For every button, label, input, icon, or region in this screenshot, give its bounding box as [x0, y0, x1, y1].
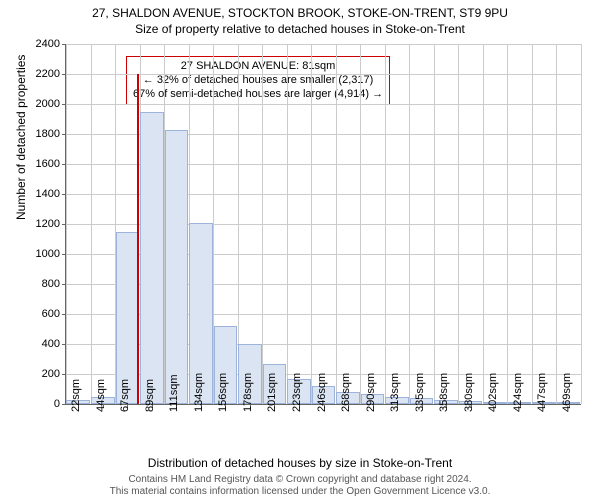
y-tick-label: 1800	[20, 128, 60, 140]
x-tick-label: 246sqm	[316, 373, 328, 412]
y-tick-label: 1400	[20, 188, 60, 200]
gridline-v	[483, 44, 484, 404]
gridline-v	[507, 44, 508, 404]
gridline-v	[556, 44, 557, 404]
x-tick-label: 424sqm	[512, 373, 524, 412]
y-tick-label: 0	[20, 398, 60, 410]
x-tick-label: 268sqm	[340, 373, 352, 412]
footer-line2: This material contains information licen…	[0, 486, 600, 498]
gridline-h	[66, 74, 581, 75]
annotation-box: 27 SHALDON AVENUE: 81sqm ← 32% of detach…	[126, 56, 390, 105]
y-tick-label: 1200	[20, 218, 60, 230]
y-tick-label: 1000	[20, 248, 60, 260]
chart-title-sub: Size of property relative to detached ho…	[0, 20, 600, 36]
x-tick-label: 134sqm	[193, 373, 205, 412]
chart-title-main: 27, SHALDON AVENUE, STOCKTON BROOK, STOK…	[0, 0, 600, 20]
gridline-v	[66, 44, 67, 404]
histogram-bar	[140, 112, 164, 405]
y-tick-mark	[62, 404, 66, 405]
gridline-v	[532, 44, 533, 404]
x-tick-label: 290sqm	[365, 373, 377, 412]
gridline-h	[66, 44, 581, 45]
x-tick-label: 178sqm	[242, 373, 254, 412]
gridline-v	[458, 44, 459, 404]
x-axis-label: Distribution of detached houses by size …	[0, 456, 600, 470]
x-tick-label: 447sqm	[536, 373, 548, 412]
x-tick-label: 201sqm	[266, 373, 278, 412]
gridline-v	[434, 44, 435, 404]
annotation-line1: 27 SHALDON AVENUE: 81sqm	[133, 60, 383, 74]
footer-line1: Contains HM Land Registry data © Crown c…	[0, 474, 600, 486]
annotation-line2: ← 32% of detached houses are smaller (2,…	[133, 74, 383, 88]
y-tick-label: 800	[20, 278, 60, 290]
x-tick-label: 44sqm	[95, 379, 107, 412]
gridline-v	[336, 44, 337, 404]
x-tick-label: 89sqm	[144, 379, 156, 412]
x-tick-label: 111sqm	[168, 374, 180, 412]
gridline-v	[385, 44, 386, 404]
y-tick-label: 2000	[20, 98, 60, 110]
plot-area: 27 SHALDON AVENUE: 81sqm ← 32% of detach…	[65, 44, 581, 405]
chart-container: 27, SHALDON AVENUE, STOCKTON BROOK, STOK…	[0, 0, 600, 500]
annotation-line3: 67% of semi-detached houses are larger (…	[133, 88, 383, 102]
x-tick-label: 22sqm	[70, 379, 82, 412]
gridline-v	[311, 44, 312, 404]
x-tick-label: 380sqm	[463, 373, 475, 412]
y-tick-label: 2200	[20, 68, 60, 80]
histogram-bar	[165, 130, 189, 405]
y-tick-label: 2400	[20, 38, 60, 50]
gridline-v	[360, 44, 361, 404]
y-tick-label: 600	[20, 308, 60, 320]
y-tick-label: 1600	[20, 158, 60, 170]
footer: Contains HM Land Registry data © Crown c…	[0, 474, 600, 498]
x-tick-label: 335sqm	[414, 373, 426, 412]
y-tick-label: 200	[20, 368, 60, 380]
marker-line	[137, 74, 139, 404]
x-tick-label: 469sqm	[561, 373, 573, 412]
gridline-v	[287, 44, 288, 404]
x-tick-label: 313sqm	[389, 373, 401, 412]
gridline-h	[66, 104, 581, 105]
gridline-v	[409, 44, 410, 404]
y-tick-label: 400	[20, 338, 60, 350]
gridline-v	[91, 44, 92, 404]
x-tick-label: 358sqm	[438, 373, 450, 412]
x-tick-label: 223sqm	[291, 373, 303, 412]
gridline-v	[581, 44, 582, 404]
x-tick-label: 67sqm	[119, 379, 131, 412]
x-tick-label: 402sqm	[487, 373, 499, 412]
gridline-v	[262, 44, 263, 404]
x-tick-label: 156sqm	[217, 373, 229, 412]
